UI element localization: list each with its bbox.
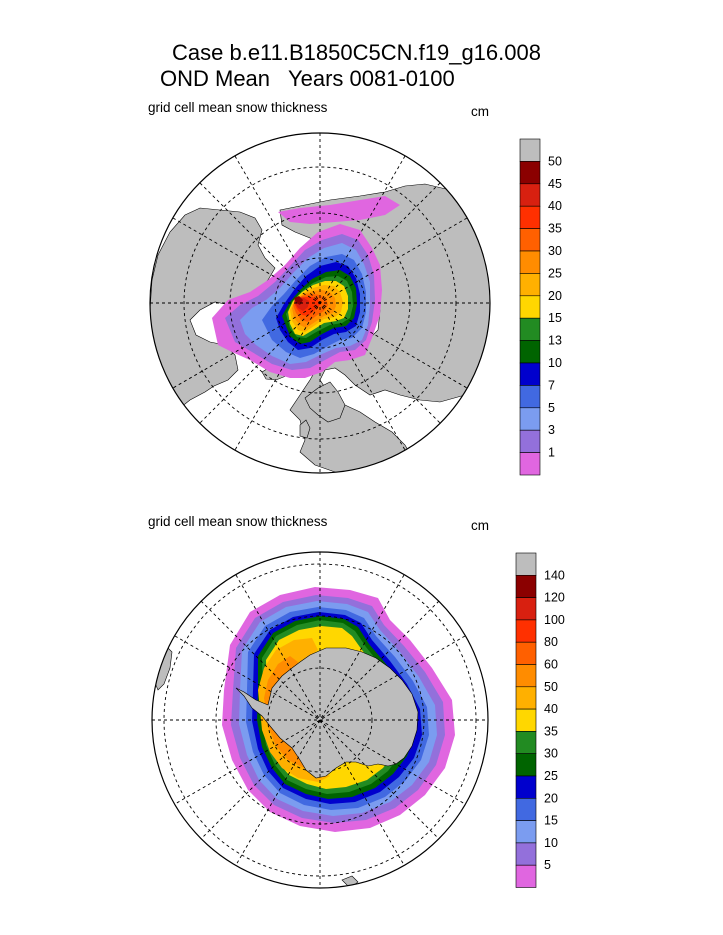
nh-colorbar-swatch — [519, 138, 541, 162]
sh-colorbar-swatch — [515, 619, 537, 643]
nh-colorbar: 50 45 40 35 30 25 20 15 13 10 7 5 3 1 — [519, 138, 562, 476]
nh-land-north-america — [150, 207, 276, 409]
sh-panel-title: grid cell mean snow thickness — [148, 514, 328, 529]
nh-colorbar-label: 35 — [548, 222, 562, 236]
nh-panel-title: grid cell mean snow thickness — [148, 100, 328, 115]
sh-colorbar-label: 80 — [544, 635, 558, 649]
nh-colorbar-label: 13 — [548, 334, 562, 348]
nh-colorbar-swatch — [519, 407, 541, 431]
sh-colorbar-swatch — [515, 864, 537, 888]
nh-colorbar-swatch — [519, 452, 541, 476]
sh-map-border — [151, 551, 489, 889]
sh-colorbar-swatch — [515, 842, 537, 866]
sh-colorbar-swatch — [515, 664, 537, 688]
sh-colorbar-swatch — [515, 753, 537, 777]
sh-colorbar-swatch — [515, 820, 537, 844]
nh-colorbar-swatch — [519, 429, 541, 453]
nh-colorbar-swatch — [519, 362, 541, 386]
sh-colorbar-swatch — [515, 552, 537, 576]
nh-colorbar-swatch — [519, 340, 541, 364]
sh-colorbar-label: 50 — [544, 680, 558, 694]
figure-title-period: OND Mean Years 0081-0100 — [160, 66, 455, 91]
nh-colorbar-swatch — [519, 161, 541, 185]
sh-colorbar-swatch — [515, 574, 537, 598]
nh-colorbar-swatch — [519, 183, 541, 207]
sh-colorbar-label: 100 — [544, 613, 565, 627]
sh-colorbar-label: 40 — [544, 702, 558, 716]
nh-colorbar-label: 25 — [548, 266, 562, 280]
nh-colorbar-label: 45 — [548, 177, 562, 191]
nh-colorbar-swatch — [519, 317, 541, 341]
sh-colorbar-label: 60 — [544, 658, 558, 672]
sh-colorbar-label: 15 — [544, 814, 558, 828]
sh-colorbar-swatch — [515, 731, 537, 755]
figure-title-case: Case b.e11.B1850C5CN.f19_g16.008 — [172, 40, 541, 65]
nh-colorbar-label: 3 — [548, 423, 555, 437]
sh-colorbar-label: 5 — [544, 858, 551, 872]
sh-colorbar-label: 35 — [544, 724, 558, 738]
nh-units-label: cm — [471, 104, 489, 119]
sh-colorbar-label: 20 — [544, 791, 558, 805]
nh-colorbar-label: 15 — [548, 311, 562, 325]
sh-colorbar-label: 30 — [544, 747, 558, 761]
nh-colorbar-label: 5 — [548, 401, 555, 415]
nh-colorbar-swatch — [519, 228, 541, 252]
sh-colorbar-swatch — [515, 597, 537, 621]
nh-colorbar-label: 30 — [548, 244, 562, 258]
sh-colorbar-swatch — [515, 797, 537, 821]
sh-colorbar-label: 140 — [544, 568, 565, 582]
sh-colorbar-swatch — [515, 686, 537, 710]
nh-colorbar-swatch — [519, 273, 541, 297]
sh-colorbar-swatch — [515, 708, 537, 732]
nh-colorbar-swatch — [519, 385, 541, 409]
sh-units-label: cm — [471, 518, 489, 533]
nh-graticule — [150, 133, 490, 473]
sh-colorbar: 140 120 100 80 60 50 40 35 30 25 20 15 10 5 — [515, 552, 565, 888]
nh-colorbar-label: 40 — [548, 199, 562, 213]
nh-colorbar-label: 7 — [548, 378, 555, 392]
nh-colorbar-label: 50 — [548, 154, 562, 168]
sh-colorbar-label: 10 — [544, 836, 558, 850]
nh-land-britain — [299, 419, 311, 439]
nh-polar-map — [149, 132, 491, 474]
sh-colorbar-label: 120 — [544, 591, 565, 605]
nh-colorbar-swatch — [519, 295, 541, 319]
nh-colorbar-label: 20 — [548, 289, 562, 303]
nh-colorbar-label: 1 — [548, 446, 555, 460]
sh-polar-map — [151, 551, 489, 889]
sh-colorbar-label: 25 — [544, 769, 558, 783]
sh-colorbar-swatch — [515, 775, 537, 799]
sh-colorbar-swatch — [515, 641, 537, 665]
nh-colorbar-swatch — [519, 250, 541, 274]
nh-colorbar-label: 10 — [548, 356, 562, 370]
nh-map-border — [149, 132, 491, 474]
nh-snow-1cm-eurasia — [278, 196, 400, 224]
nh-colorbar-swatch — [519, 205, 541, 229]
sh-graticule — [152, 552, 488, 888]
